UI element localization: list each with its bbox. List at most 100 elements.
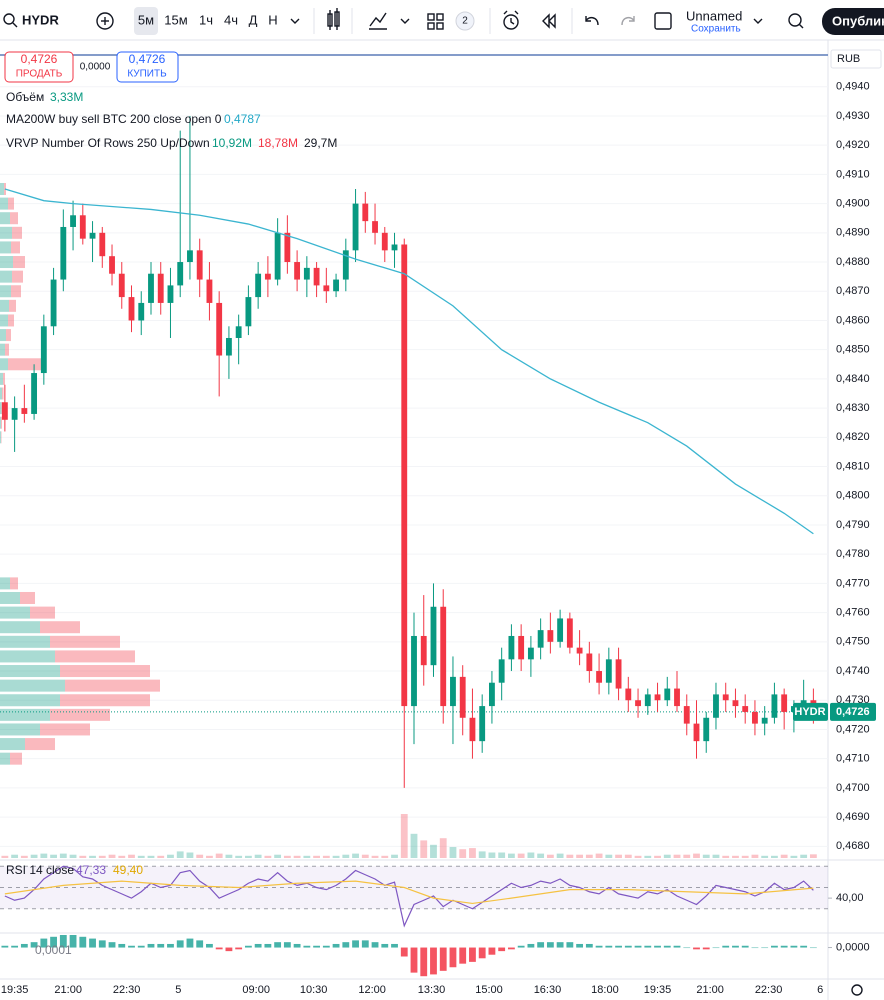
redo-button[interactable] [621,16,635,26]
macd-bar [147,943,155,948]
macd-bar [517,945,525,948]
macd-bar [439,947,447,971]
macd-bar [800,945,808,948]
volume-bar [595,853,603,858]
vrvp-up [0,621,40,634]
candle-body [255,273,262,298]
sell-button[interactable] [4,51,74,83]
interval[interactable]: Д [249,12,258,27]
symbol[interactable]: HYDR [22,12,59,27]
interval[interactable]: 5м [138,12,154,27]
buy-label[interactable]: КУПИТЬ [127,69,167,80]
vrvp-down [5,343,9,356]
sell-price[interactable]: 0,4726 [21,52,58,66]
volume-bar [69,854,77,858]
candle-body [440,606,447,707]
macd-bar [30,942,38,948]
x-tick-label: 10:30 [300,984,328,996]
indicators-button[interactable] [369,12,387,30]
macd-bar [683,947,691,949]
vrvp-up [0,577,10,590]
candle-body [401,244,408,707]
macd-bar [693,947,700,950]
candle-body [654,694,661,701]
volume-bar [732,855,739,858]
alert-button[interactable] [503,10,519,30]
candle-body [235,326,242,338]
vrvp-down [25,738,55,751]
interval[interactable]: 1ч [199,12,213,27]
macd-bar [566,942,574,948]
layout-select[interactable] [654,12,672,30]
undo-button[interactable] [585,16,599,26]
volume-bar [186,852,194,858]
replay-button[interactable] [542,13,556,29]
candle-body [333,279,339,292]
layout-name[interactable]: Unnamed [686,8,742,23]
volume-bar [167,854,174,858]
volume-bar [809,854,817,858]
macd-bar [605,945,613,948]
publish-label[interactable]: Опублик [832,13,884,28]
macd-bar [59,935,67,948]
vrvp-up [0,694,60,707]
vrvp-up [0,329,6,342]
macd-bar [780,945,788,948]
macd-bar [235,947,243,950]
layout-menu[interactable] [753,18,763,24]
candle-body [459,676,466,718]
volume-bar [342,854,350,858]
interval[interactable]: 4ч [224,12,238,27]
save-link[interactable]: Сохранить [691,24,741,35]
interval-menu[interactable] [290,18,300,24]
macd-bar [79,936,87,948]
candle-body [167,285,174,303]
macd-bar [98,940,106,948]
buy-button[interactable] [116,51,179,83]
volume-bar [361,854,369,858]
vrvp-up [0,343,5,356]
candle-body [21,408,28,414]
buy-price[interactable]: 0,4726 [129,52,166,66]
legend-value: 0,4787 [224,112,261,126]
macd-bar [702,947,710,950]
candle-body [342,250,349,280]
indicators-menu[interactable] [400,18,410,24]
currency[interactable]: RUB [837,53,860,65]
volume-bar [118,855,126,858]
quick-search[interactable] [788,13,804,29]
x-tick-label: 5 [175,984,181,996]
interval[interactable]: 15м [164,12,187,27]
toolbar: HYDR 5м 15м 1ч 4ч Д Н 2 Unnamed Сохранит… [0,0,884,41]
y-tick-label: 40,00 [836,892,864,904]
vrvp-down [8,358,43,371]
layouts-button[interactable] [427,13,444,30]
search-icon[interactable] [3,13,18,28]
macd-bar [371,942,379,948]
interval[interactable]: Н [268,12,277,27]
currency-box[interactable] [830,49,882,69]
macd-bar [176,940,184,948]
candle-body [605,659,612,683]
chart-type-button[interactable] [327,8,340,30]
macd-bar [303,945,311,948]
macd-bar [20,943,28,948]
macd-bar [430,947,437,975]
candle-body [128,297,135,321]
volume-bar [332,855,340,858]
macd-bar [556,942,564,948]
macd-bar [69,935,77,948]
publish-button[interactable] [822,8,884,35]
volume-bar [98,855,106,858]
last-price-tag-bg [830,702,876,721]
volume-bar [11,854,19,858]
candle-body [781,694,788,712]
compare-button[interactable] [96,12,114,30]
sell-label[interactable]: ПРОДАТЬ [16,69,63,80]
macd-bar [537,942,545,948]
settings-button[interactable] [851,984,863,996]
macd-bar [712,947,720,949]
macd-bar [420,947,428,977]
candle-body [693,723,700,742]
y-tick-label: 0,4700 [836,782,870,794]
